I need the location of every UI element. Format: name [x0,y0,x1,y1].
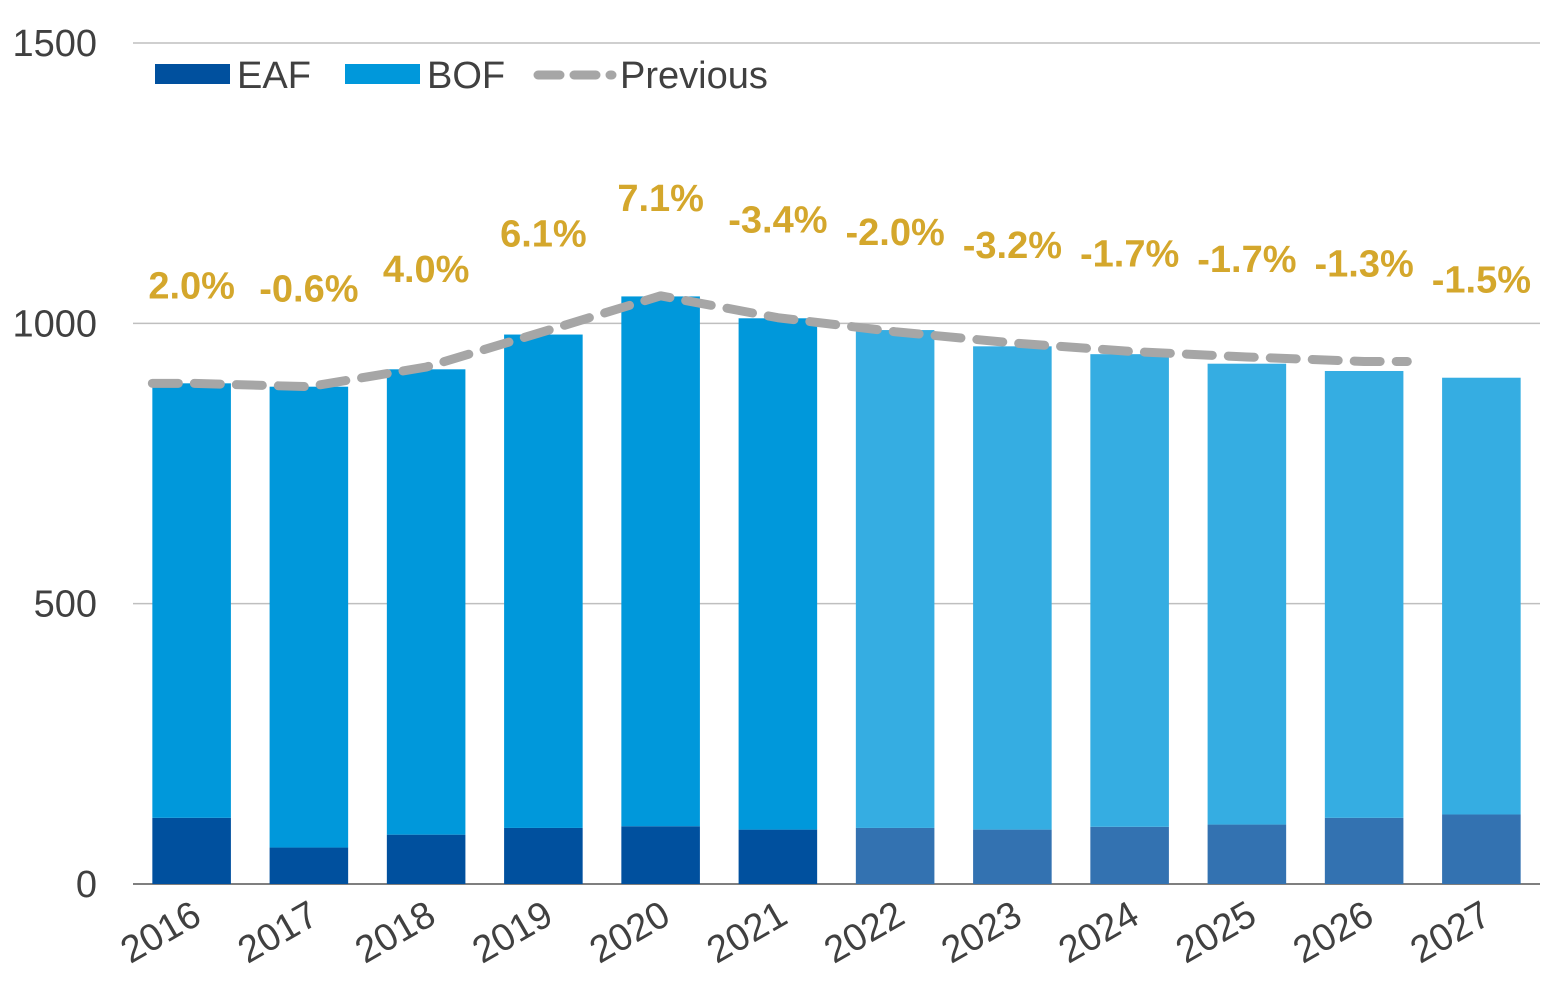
legend-eaf-label: EAF [237,55,311,97]
x-tick-label-2023: 2023 [935,893,1029,972]
x-axis-ticks: 2016 2017 2018 2019 2020 2021 2022 2023 2024 2025… [114,893,1498,972]
bar-eaf-2025 [1207,824,1287,884]
x-tick-label-2017: 2017 [231,893,325,972]
bar-eaf-2016 [152,817,231,884]
bar-bof-2026 [1324,370,1404,818]
legend: EAF BOF Previous [155,55,768,97]
growth-label-2022: -2.0% [845,212,944,254]
x-tick-label-2018: 2018 [348,893,442,972]
bar-bof-2022 [855,330,935,828]
bar-eaf-2024 [1090,826,1169,884]
growth-label-2017: -0.6% [259,269,358,311]
bar-bof-2027 [1442,377,1521,815]
bar-eaf-2022 [855,827,935,884]
growth-label-2019: 6.1% [500,214,587,256]
growth-label-2027: -1.5% [1432,260,1531,302]
x-tick-label-2024: 2024 [1052,893,1146,972]
growth-labels: 2.0% -0.6% 4.0% 6.1% 7.1% -3.4% -2.0% -3.2% -1.7… [148,178,1531,311]
y-axis-ticks: 0 500 1000 1500 [12,23,97,906]
legend-previous-label: Previous [620,55,768,97]
bar-eaf-2023 [973,829,1052,884]
x-tick-label-2022: 2022 [817,893,911,972]
bars [152,296,1521,884]
growth-label-2020: 7.1% [617,178,704,220]
x-tick-label-2026: 2026 [1286,893,1380,972]
y-tick-label: 1500 [12,23,97,65]
x-tick-label-2016: 2016 [114,893,208,972]
bar-eaf-2020 [621,826,700,884]
bar-bof-2016 [152,383,231,818]
previous-line-group [147,291,1412,392]
bar-eaf-2019 [504,827,583,884]
growth-label-2016: 2.0% [148,265,235,307]
bar-bof-2025 [1207,363,1287,825]
bar-eaf-2017 [269,847,349,884]
bar-eaf-2027 [1442,814,1521,884]
y-tick-label: 1000 [12,303,97,345]
bar-bof-2023 [973,346,1052,830]
x-tick-label-2019: 2019 [466,893,560,972]
y-tick-label: 500 [34,584,97,626]
x-tick-label-2020: 2020 [583,893,677,972]
growth-label-2021: -3.4% [728,200,827,242]
bar-eaf-2018 [386,834,466,884]
bar-bof-2024 [1090,354,1169,827]
bar-bof-2020 [621,296,700,827]
bar-bof-2017 [269,386,349,848]
y-tick-label: 0 [76,864,97,906]
x-tick-label-2027: 2027 [1404,893,1498,972]
bar-bof-2018 [386,369,466,835]
legend-eaf-swatch [155,64,230,84]
growth-label-2024: -1.7% [1080,233,1179,275]
bar-bof-2019 [504,334,583,828]
bar-eaf-2026 [1324,817,1404,884]
growth-label-2025: -1.7% [1197,239,1296,281]
legend-bof-swatch [345,64,420,84]
x-tick-label-2025: 2025 [1169,893,1263,972]
previous-line [147,291,1412,392]
growth-label-2026: -1.3% [1314,243,1413,285]
bar-bof-2021 [738,318,818,830]
growth-label-2023: -3.2% [963,225,1062,267]
x-tick-label-2021: 2021 [700,893,794,972]
legend-bof-label: BOF [427,55,505,97]
bar-eaf-2021 [738,829,818,884]
growth-label-2018: 4.0% [383,249,470,291]
